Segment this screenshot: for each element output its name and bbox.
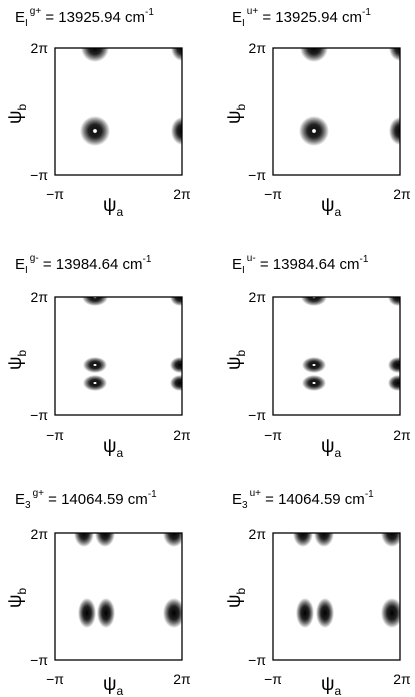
density-peak bbox=[300, 48, 328, 62]
density-peak bbox=[78, 598, 96, 628]
y-tick-bottom: −π bbox=[248, 167, 266, 183]
density-plot bbox=[82, 297, 182, 391]
x-axis-label: ψa bbox=[103, 195, 124, 219]
y-tick-bottom: −π bbox=[248, 407, 266, 423]
plot-frame bbox=[272, 47, 401, 176]
x-tick-right: 2π bbox=[173, 671, 191, 687]
density-peak bbox=[293, 533, 313, 547]
density-peak bbox=[81, 48, 109, 62]
plot-frame bbox=[54, 296, 183, 416]
x-tick-left: −π bbox=[264, 671, 282, 687]
x-tick-right: 2π bbox=[173, 427, 191, 443]
panel-title: EIg+ = 13925.94 cm-1 bbox=[15, 6, 154, 29]
density-peak bbox=[82, 297, 108, 306]
density-plot bbox=[74, 533, 182, 628]
density-plot bbox=[80, 48, 182, 146]
density-peak bbox=[170, 357, 182, 373]
x-tick-right: 2π bbox=[173, 186, 191, 202]
density-peak bbox=[170, 297, 182, 306]
panel-title: EIu+ = 13925.94 cm-1 bbox=[232, 6, 371, 29]
panel-4: EIu- = 13984.64 cm-1 2π −π −π 2π ψa ψb bbox=[224, 253, 411, 460]
y-tick-bottom: −π bbox=[248, 652, 266, 668]
panel-title: E3u+ = 14064.59 cm-1 bbox=[232, 488, 374, 511]
panel-5: E3g+ = 14064.59 cm-1 2π −π −π 2π ψa ψb bbox=[5, 488, 191, 697]
y-axis-label: ψb bbox=[5, 103, 29, 124]
y-tick-bottom: −π bbox=[30, 652, 48, 668]
x-tick-left: −π bbox=[46, 427, 64, 443]
x-axis-label: ψa bbox=[321, 195, 342, 219]
density-peak bbox=[301, 297, 327, 306]
density-peak bbox=[83, 375, 107, 391]
plot-frame bbox=[272, 532, 401, 661]
x-tick-left: −π bbox=[46, 186, 64, 202]
density-peak bbox=[316, 598, 334, 628]
density-peak bbox=[296, 598, 314, 628]
y-axis-label: ψb bbox=[224, 103, 248, 124]
x-axis-label: ψa bbox=[321, 436, 342, 460]
density-peak bbox=[171, 117, 182, 145]
y-tick-bottom: −π bbox=[30, 167, 48, 183]
panel-title: EIg- = 13984.64 cm-1 bbox=[15, 253, 152, 276]
density-peak bbox=[83, 357, 107, 373]
y-tick-top: 2π bbox=[249, 526, 267, 542]
y-tick-bottom: −π bbox=[30, 407, 48, 423]
panel-title: E3g+ = 14064.59 cm-1 bbox=[15, 488, 157, 511]
y-axis-label: ψb bbox=[224, 587, 248, 608]
y-tick-top: 2π bbox=[249, 289, 267, 305]
y-axis-label: ψb bbox=[224, 349, 248, 370]
density-peak bbox=[97, 598, 115, 628]
y-tick-top: 2π bbox=[31, 289, 49, 305]
density-plot bbox=[299, 48, 400, 146]
panel-2: EIu+ = 13925.94 cm-1 2π −π −π 2π ψa ψb bbox=[224, 6, 411, 219]
y-tick-top: 2π bbox=[249, 40, 267, 56]
y-tick-top: 2π bbox=[31, 40, 49, 56]
x-tick-right: 2π bbox=[393, 671, 411, 687]
density-peak bbox=[388, 297, 400, 306]
plot-frame bbox=[272, 296, 401, 416]
x-tick-left: −π bbox=[264, 427, 282, 443]
density-plot bbox=[301, 297, 400, 391]
x-tick-left: −π bbox=[46, 671, 64, 687]
x-axis-label: ψa bbox=[103, 674, 124, 697]
density-peak bbox=[74, 533, 94, 547]
density-peak bbox=[381, 598, 400, 628]
x-axis-label: ψa bbox=[321, 674, 342, 697]
density-peak bbox=[381, 533, 400, 547]
density-peak bbox=[389, 117, 400, 145]
density-peak bbox=[388, 375, 400, 391]
density-peak bbox=[314, 533, 334, 547]
panel-1: EIg+ = 13925.94 cm-1 2π −π −π 2π ψa ψb bbox=[5, 6, 191, 219]
x-tick-right: 2π bbox=[393, 427, 411, 443]
x-tick-left: −π bbox=[264, 186, 282, 202]
x-axis-label: ψa bbox=[103, 436, 124, 460]
panel-title: EIu- = 13984.64 cm-1 bbox=[232, 253, 369, 276]
panel-6: E3u+ = 14064.59 cm-1 2π −π −π 2π ψa ψb bbox=[224, 488, 411, 697]
y-axis-label: ψb bbox=[5, 349, 29, 370]
density-peak bbox=[171, 48, 182, 61]
density-peak bbox=[163, 598, 182, 628]
density-peak bbox=[388, 357, 400, 373]
density-peak bbox=[80, 116, 110, 146]
x-tick-right: 2π bbox=[393, 186, 411, 202]
y-tick-top: 2π bbox=[31, 526, 49, 542]
panel-3: EIg- = 13984.64 cm-1 2π −π −π 2π ψa ψb bbox=[5, 253, 191, 460]
density-peak bbox=[302, 375, 326, 391]
density-peak bbox=[299, 116, 329, 146]
plot-frame bbox=[54, 47, 183, 176]
density-peak bbox=[163, 533, 182, 547]
density-peak bbox=[170, 375, 182, 391]
y-axis-label: ψb bbox=[5, 587, 29, 608]
density-peak bbox=[302, 357, 326, 373]
density-plot bbox=[293, 533, 400, 628]
density-peak bbox=[95, 533, 115, 547]
density-peak bbox=[389, 48, 400, 61]
plot-frame bbox=[54, 532, 183, 661]
